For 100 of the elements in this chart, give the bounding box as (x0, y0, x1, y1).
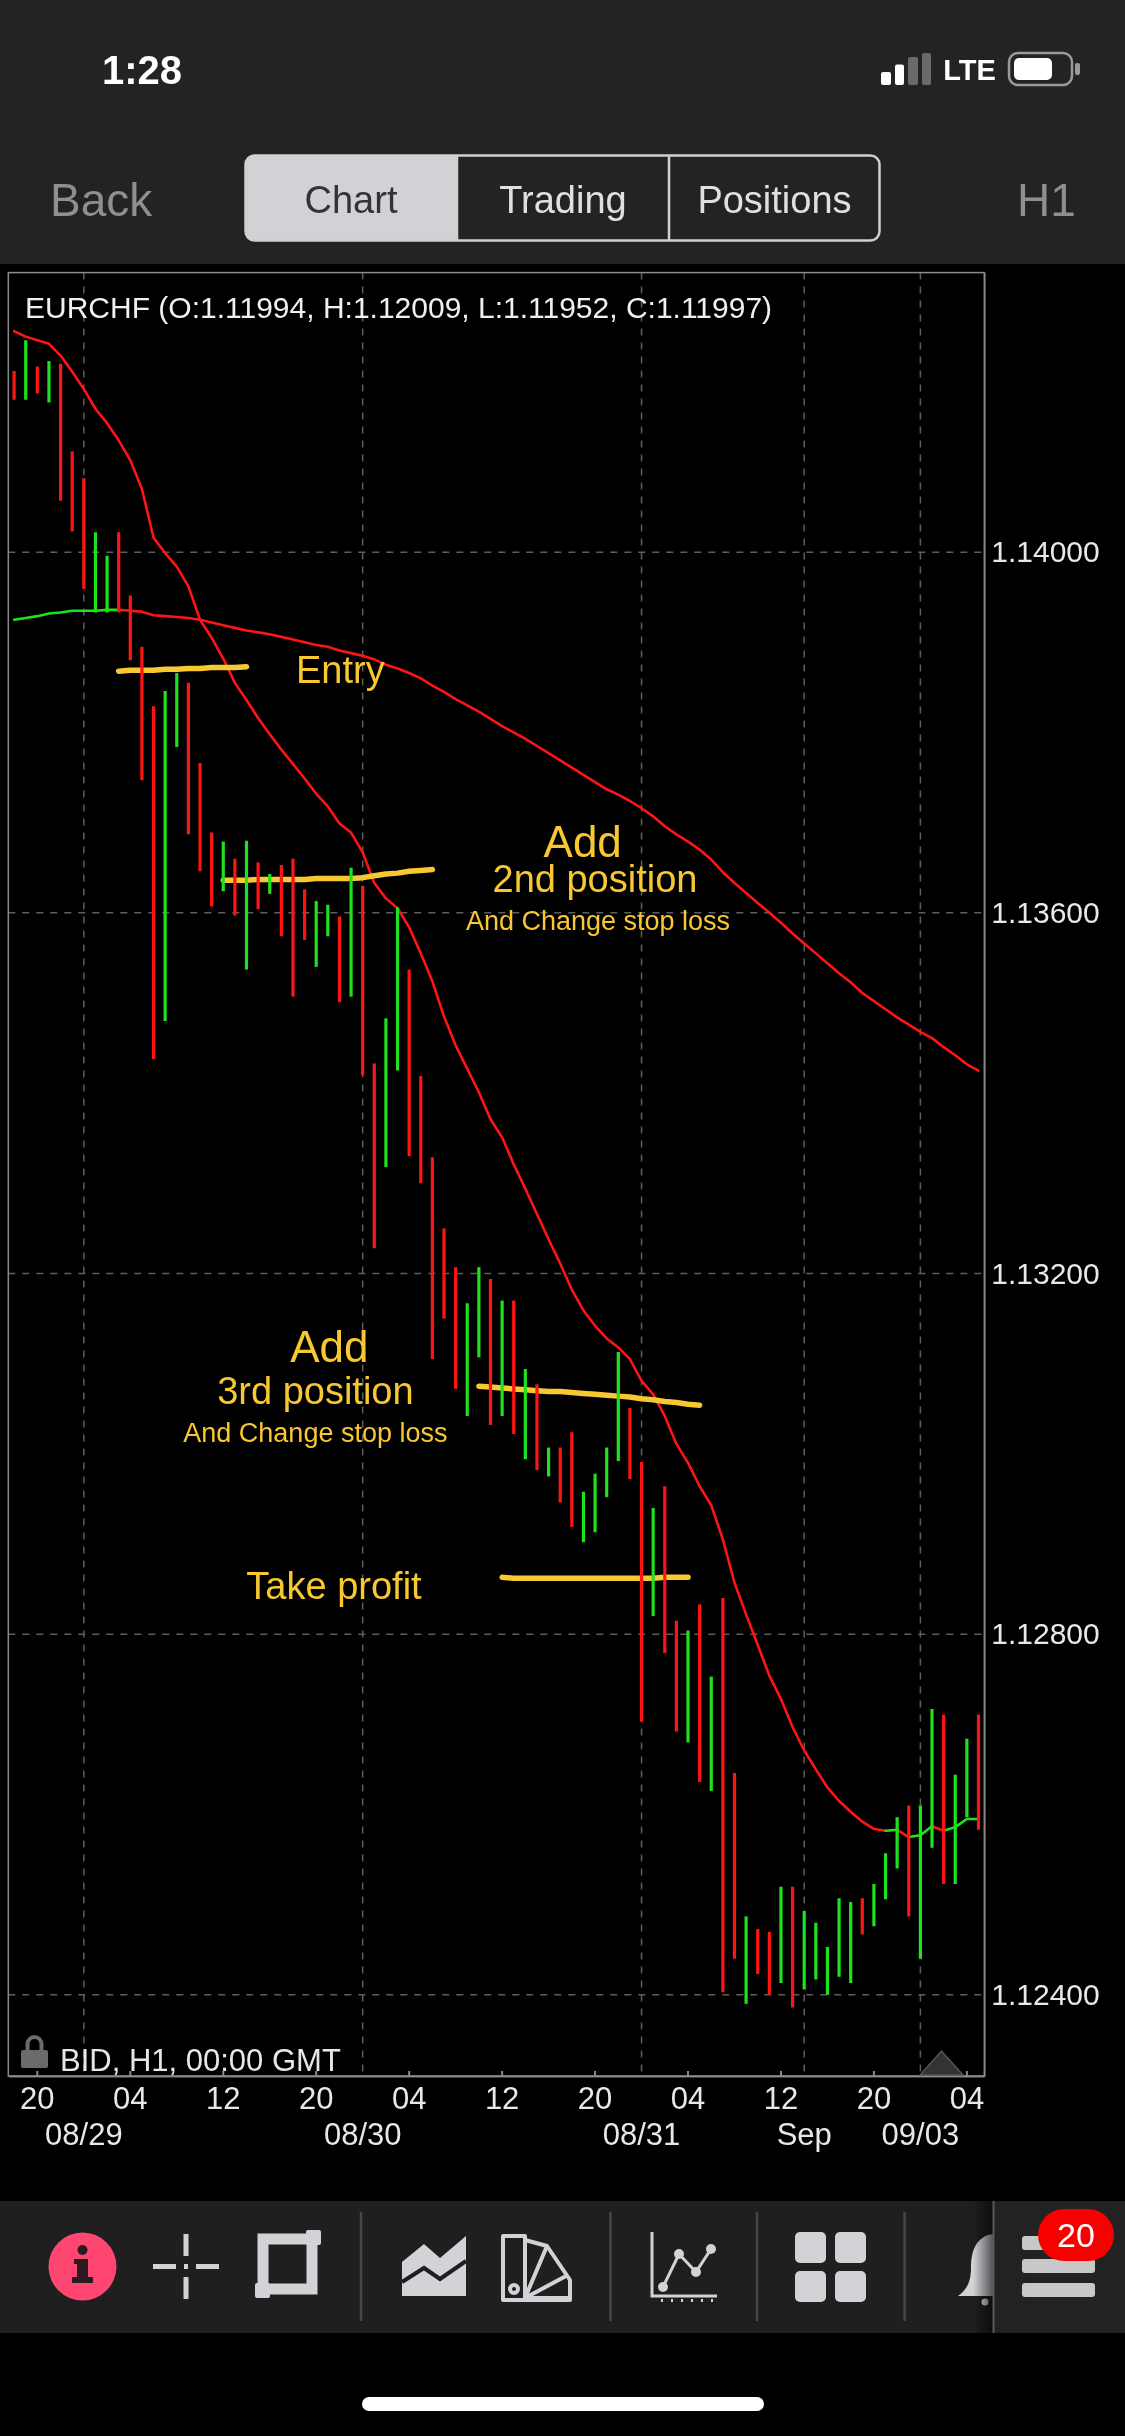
candlestick (70, 449, 74, 533)
text: Trading (499, 178, 627, 221)
candlestick (140, 645, 144, 782)
candlestick (186, 681, 190, 836)
candlestick (802, 1909, 806, 1992)
x-tick-label: 20 (20, 2081, 55, 2117)
candlestick (849, 1900, 853, 1985)
candlestick (651, 1506, 655, 1618)
candlestick (663, 1484, 667, 1655)
candlestick (58, 362, 63, 503)
candlestick (860, 1896, 864, 1937)
candlestick (175, 671, 179, 749)
candlestick (581, 1490, 586, 1544)
candlestick (523, 1367, 527, 1461)
x-tick-label: 04 (113, 2081, 148, 2117)
x-tick-label: 20 (298, 2081, 334, 2117)
candlestick (268, 872, 272, 896)
annotation: Add (290, 1321, 369, 1371)
candlestick (744, 1914, 748, 2006)
annotation: And Change stop loss (465, 905, 731, 936)
candlestick (210, 830, 214, 909)
text: Positions (697, 178, 852, 221)
y-tick-label: 1.12400 (991, 1977, 1100, 2011)
candlestick (361, 884, 365, 1077)
annotation: BID, H1, 00:00 GMT (60, 2042, 341, 2078)
candlestick (198, 761, 202, 873)
candlestick (825, 1945, 830, 1997)
x-tick-label: 12 (484, 2081, 520, 2117)
candlestick (837, 1896, 841, 1979)
candlestick (430, 1155, 434, 1361)
y-tick-label: 1.12800 (991, 1617, 1100, 1651)
x-tick-label: 08/29 (45, 2117, 123, 2153)
candlestick (349, 866, 353, 999)
y-tick-label: 1.13600 (991, 895, 1100, 929)
text: LTE (943, 54, 996, 87)
x-tick-label: 04 (391, 2081, 427, 2117)
candlestick (698, 1602, 702, 1784)
x-tick-label: 20 (856, 2081, 892, 2117)
candlestick (616, 1350, 620, 1463)
candlestick (477, 1265, 481, 1359)
candlestick (442, 1226, 446, 1321)
candlestick (872, 1882, 876, 1928)
x-tick-label: 09/03 (881, 2117, 960, 2153)
candlestick (709, 1674, 713, 1793)
x-tick-label: 12 (206, 2081, 241, 2117)
x-tick-label: 08/30 (323, 2117, 402, 2153)
text: Back (50, 173, 154, 226)
candlestick (256, 860, 260, 911)
annotation: 2nd position (492, 857, 698, 900)
y-tick-label: 1.13200 (991, 1256, 1100, 1290)
candlestick (326, 903, 330, 938)
candlestick (639, 1460, 644, 1724)
candlestick (605, 1445, 609, 1499)
text: 1:28 (101, 48, 183, 93)
candlestick (732, 1771, 737, 1961)
candlestick (291, 857, 295, 999)
candlestick (82, 476, 86, 591)
candlestick (314, 899, 318, 969)
candlestick (279, 863, 283, 938)
x-tick-label: 20 (577, 2081, 613, 2117)
candlestick (35, 364, 39, 396)
candlestick (372, 1061, 376, 1250)
annotation: Take profit (246, 1564, 423, 1607)
y-tick-label: 1.14000 (991, 535, 1100, 569)
candlestick (628, 1406, 632, 1481)
text: EURCHF (O:1.11994, H:1.12009, L:1.11952, C:1.11997) (25, 291, 773, 324)
candlestick (302, 887, 307, 942)
candlestick (500, 1298, 504, 1418)
candlestick (221, 839, 225, 893)
candlestick (244, 839, 249, 972)
candlestick (558, 1445, 562, 1505)
candlestick (767, 1930, 771, 1997)
candlestick (570, 1430, 574, 1529)
text: H1 (1017, 173, 1076, 226)
candlestick (47, 359, 51, 405)
candlestick (779, 1885, 783, 1985)
candlestick (12, 369, 16, 402)
text: 20 (1057, 2216, 1095, 2255)
candlestick (686, 1628, 690, 1744)
candlestick (395, 905, 400, 1073)
candlestick (454, 1265, 458, 1391)
candlestick (163, 689, 167, 1023)
annotation: And Change stop loss (183, 1418, 448, 1449)
x-tick-label: 04 (670, 2081, 706, 2117)
candlestick (721, 1596, 725, 1994)
candlestick (384, 1016, 388, 1169)
candlestick (24, 338, 28, 402)
candlestick (883, 1851, 888, 1901)
candlestick (512, 1298, 516, 1436)
x-tick-label: Sep (776, 2117, 832, 2153)
candlestick (535, 1382, 539, 1472)
candlestick (419, 1074, 423, 1185)
candlestick (407, 968, 411, 1158)
candlestick (233, 857, 237, 918)
candlestick (465, 1301, 469, 1418)
annotation: 3rd position (217, 1370, 414, 1413)
candlestick (674, 1619, 678, 1734)
candlestick (756, 1927, 760, 1976)
candlestick (488, 1277, 493, 1427)
candlestick (546, 1445, 551, 1478)
